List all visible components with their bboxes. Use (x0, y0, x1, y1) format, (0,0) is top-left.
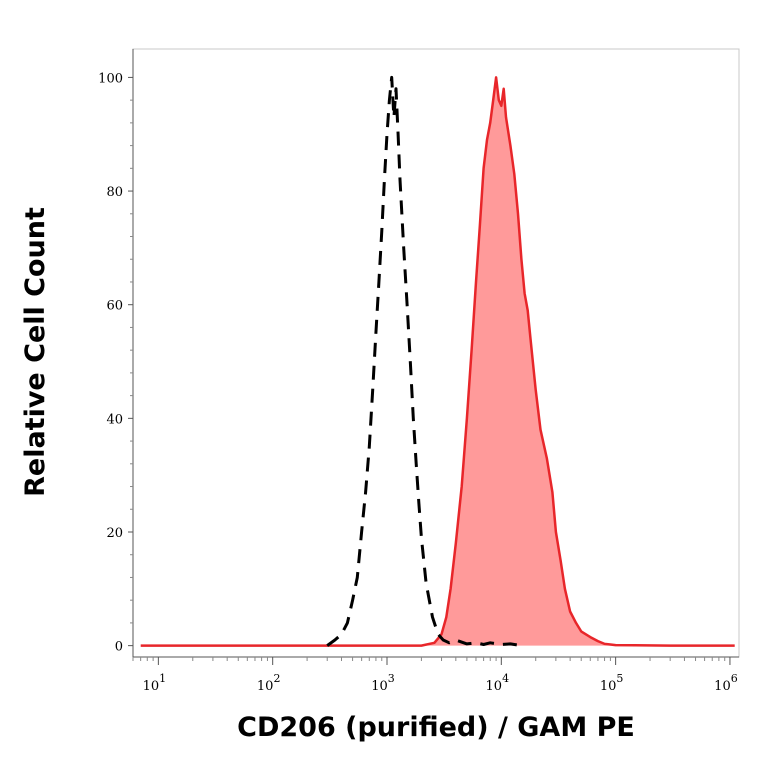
y-tick-label: 60 (106, 299, 123, 314)
x-tick-label: 104 (486, 672, 510, 694)
y-tick-label: 100 (98, 71, 123, 86)
red-series-layer (140, 76, 735, 647)
series-1-area (140, 77, 735, 646)
y-tick-label: 40 (106, 412, 123, 427)
y-ticks: 0 20 40 60 80 100 (98, 71, 133, 655)
x-tick-label: 101 (143, 672, 167, 694)
y-tick-label: 20 (106, 526, 123, 541)
axes (132, 49, 739, 658)
y-tick-label: 80 (106, 185, 123, 200)
dashed-series-layer (326, 75, 522, 648)
y-tick-label: 0 (115, 640, 123, 655)
y-axis-title: Relative Cell Count (20, 207, 51, 497)
series-0-dashed-line (326, 75, 522, 648)
x-tick-label: 105 (600, 672, 624, 694)
plot-frame (132, 48, 740, 658)
x-tick-label: 102 (257, 672, 281, 694)
series-1-line (140, 76, 735, 647)
x-tick-label: 106 (714, 672, 738, 694)
x-axis-title: CD206 (purified) / GAM PE (237, 712, 635, 743)
x-ticks: 101 102 103 104 105 106 (132, 657, 738, 694)
x-tick-label: 103 (371, 672, 395, 694)
